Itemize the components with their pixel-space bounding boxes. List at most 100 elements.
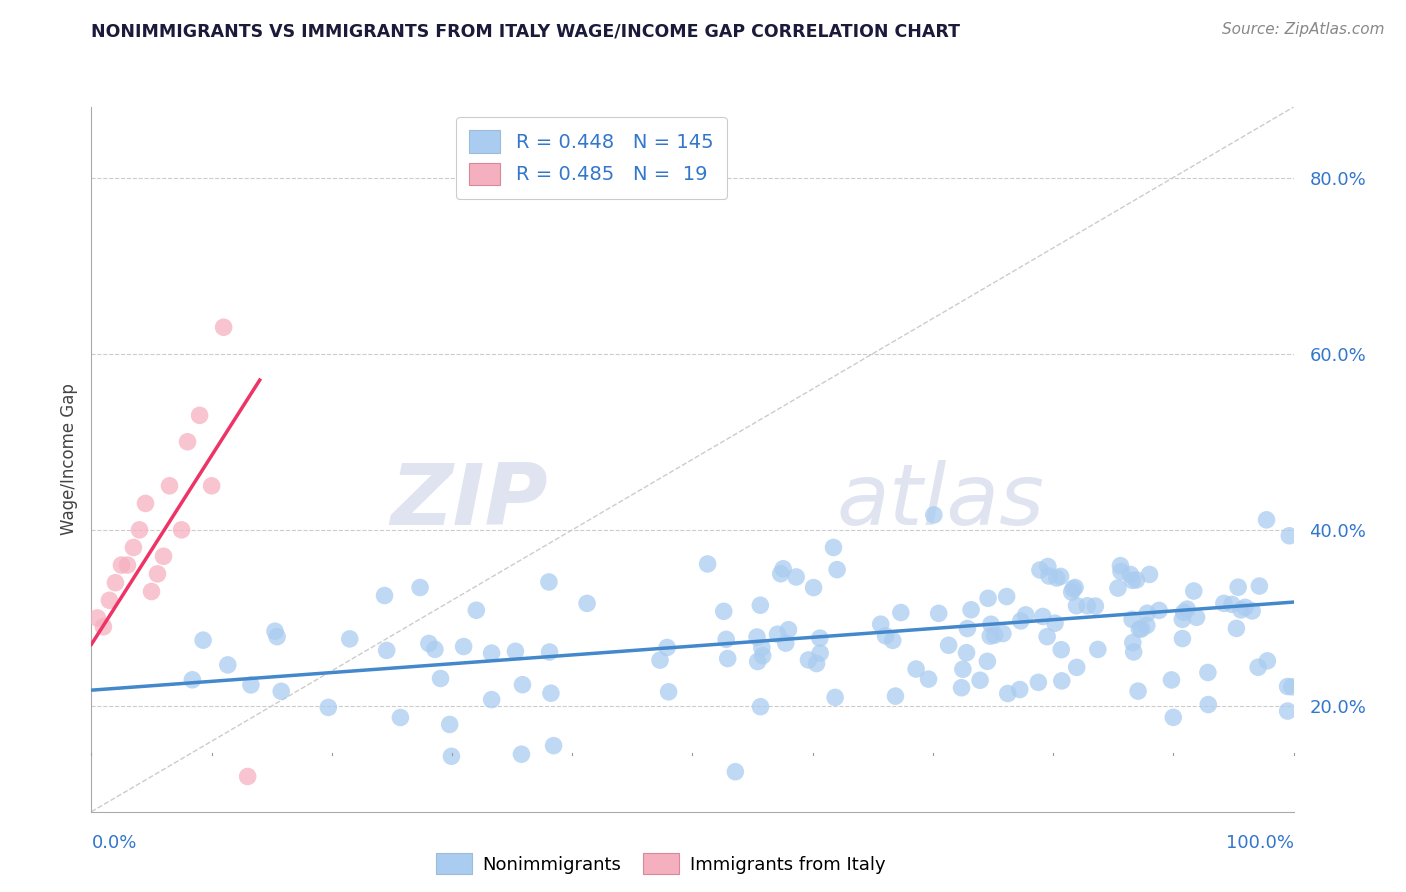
Point — [236, 769, 259, 784]
Point — [1230, 603, 1253, 617]
Point — [141, 584, 163, 599]
Point — [751, 648, 773, 663]
Point — [1036, 630, 1059, 644]
Point — [264, 624, 287, 639]
Point — [418, 636, 440, 650]
Point — [538, 645, 561, 659]
Point — [152, 549, 174, 564]
Point — [188, 409, 211, 423]
Point — [1015, 607, 1038, 622]
Point — [176, 434, 198, 449]
Point — [1050, 642, 1073, 657]
Point — [769, 566, 792, 581]
Point — [713, 604, 735, 618]
Point — [890, 606, 912, 620]
Point — [1139, 567, 1161, 582]
Point — [749, 599, 772, 613]
Point — [512, 678, 534, 692]
Point — [181, 673, 204, 687]
Point — [1256, 654, 1278, 668]
Point — [1220, 598, 1243, 612]
Point — [1125, 573, 1147, 587]
Point — [1234, 600, 1257, 615]
Point — [983, 628, 1005, 642]
Point — [1136, 618, 1159, 632]
Point — [465, 603, 488, 617]
Point — [543, 739, 565, 753]
Legend: Nonimmigrants, Immigrants from Italy: Nonimmigrants, Immigrants from Italy — [429, 846, 893, 881]
Point — [1147, 603, 1170, 617]
Point — [785, 570, 807, 584]
Point — [956, 622, 979, 636]
Point — [409, 581, 432, 595]
Point — [389, 710, 412, 724]
Point — [751, 640, 773, 655]
Point — [1161, 710, 1184, 724]
Point — [1197, 665, 1219, 680]
Point — [905, 662, 928, 676]
Point — [104, 575, 127, 590]
Point — [1241, 604, 1264, 618]
Point — [510, 747, 533, 762]
Point — [778, 623, 800, 637]
Point — [1109, 565, 1132, 579]
Point — [1046, 571, 1069, 585]
Point — [1121, 612, 1143, 626]
Point — [1171, 632, 1194, 646]
Point — [1064, 581, 1087, 595]
Point — [991, 626, 1014, 640]
Point — [159, 479, 181, 493]
Point — [1121, 574, 1143, 588]
Point — [1185, 610, 1208, 624]
Point — [1227, 580, 1250, 594]
Point — [453, 640, 475, 654]
Point — [917, 672, 939, 686]
Point — [1249, 579, 1271, 593]
Point — [745, 630, 768, 644]
Point — [239, 678, 262, 692]
Point — [955, 646, 977, 660]
Point — [122, 541, 145, 555]
Point — [86, 611, 108, 625]
Point — [1281, 680, 1303, 694]
Point — [950, 681, 973, 695]
Point — [1122, 635, 1144, 649]
Point — [747, 655, 769, 669]
Point — [1225, 621, 1247, 635]
Point — [1028, 675, 1050, 690]
Point — [1084, 599, 1107, 613]
Text: atlas: atlas — [837, 460, 1045, 543]
Point — [797, 653, 820, 667]
Point — [658, 685, 681, 699]
Point — [1247, 660, 1270, 674]
Point — [1256, 513, 1278, 527]
Point — [1136, 607, 1159, 621]
Point — [191, 633, 214, 648]
Point — [648, 653, 671, 667]
Point — [1119, 567, 1142, 582]
Point — [423, 642, 446, 657]
Point — [1060, 585, 1083, 599]
Point — [806, 657, 828, 671]
Text: Source: ZipAtlas.com: Source: ZipAtlas.com — [1222, 22, 1385, 37]
Point — [540, 686, 562, 700]
Point — [212, 320, 235, 334]
Point — [1130, 622, 1153, 636]
Point — [1010, 614, 1032, 628]
Point — [201, 479, 224, 493]
Point — [724, 764, 747, 779]
Point — [1066, 599, 1088, 613]
Point — [938, 638, 960, 652]
Point — [1076, 599, 1098, 613]
Point — [93, 620, 115, 634]
Point — [825, 563, 848, 577]
Point — [749, 699, 772, 714]
Point — [576, 596, 599, 610]
Y-axis label: Wage/Income Gap: Wage/Income Gap — [59, 384, 77, 535]
Point — [1182, 584, 1205, 599]
Point — [1043, 616, 1066, 631]
Point — [976, 654, 998, 668]
Point — [1122, 645, 1144, 659]
Point — [128, 523, 150, 537]
Point — [1109, 558, 1132, 573]
